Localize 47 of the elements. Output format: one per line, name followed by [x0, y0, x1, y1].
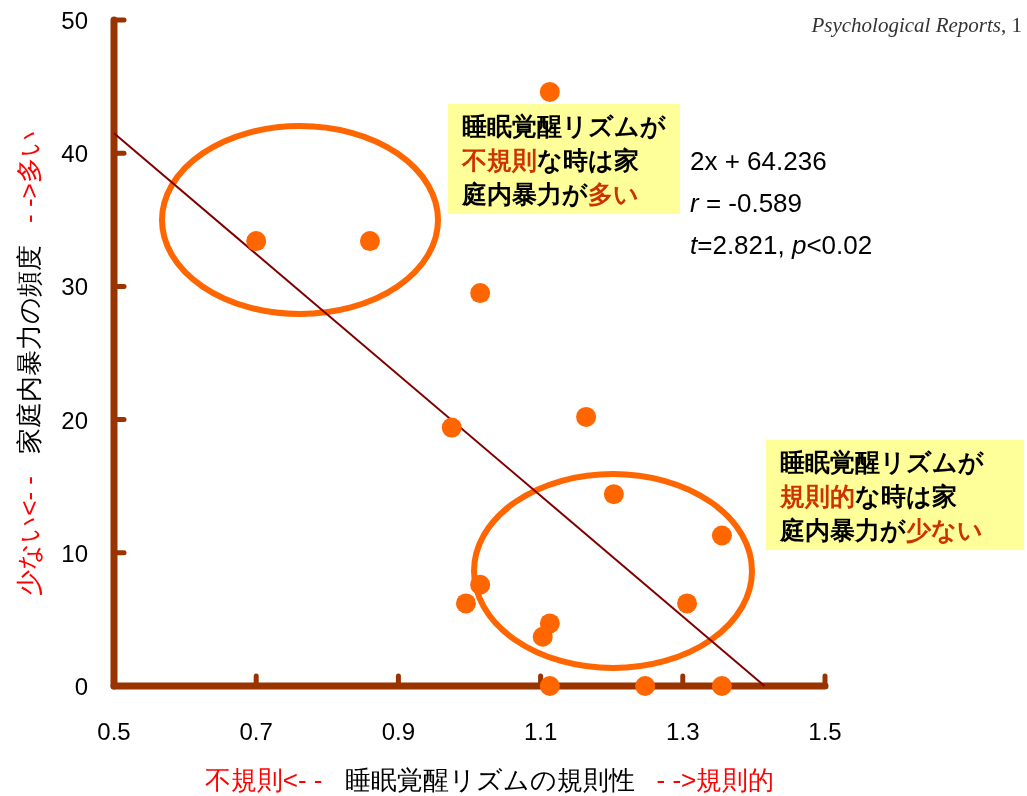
annotation: 多い	[588, 180, 639, 208]
x-tick-label: 1.3	[666, 718, 700, 745]
point	[677, 593, 698, 614]
point	[441, 417, 462, 438]
x-axis-title: 睡眠覚醒リズムの規則性	[344, 765, 635, 795]
y-tick-label: 0	[74, 673, 88, 700]
point	[455, 593, 476, 614]
y-tick-label: 10	[61, 539, 88, 567]
text: - ->多い	[14, 130, 44, 223]
point	[470, 283, 491, 304]
text: 少ない<- -	[14, 476, 44, 596]
annotation: 2x + 64.236	[690, 146, 827, 176]
annotation: 庭内暴力が	[779, 516, 906, 544]
annotation: 庭内暴力が	[461, 180, 588, 208]
y-tick-label: 50	[61, 7, 88, 34]
annotation: 規則的	[779, 482, 855, 510]
point	[470, 574, 491, 595]
point	[711, 676, 732, 696]
x-tick-label: 0.5	[97, 718, 131, 745]
text: 少ない	[906, 516, 983, 544]
point	[539, 81, 560, 102]
y-axis-title: 家庭内暴力の頻度	[14, 245, 44, 454]
y-tick-label: 30	[61, 273, 88, 301]
point	[539, 676, 560, 696]
x-tick-label: 0.7	[239, 718, 273, 745]
point	[532, 626, 553, 647]
annotation: な時は家	[537, 146, 639, 174]
annotation: Psychological Reports, 1	[810, 13, 1022, 37]
text: 不規則<- -	[204, 765, 323, 795]
point	[711, 525, 732, 546]
y-tick-label: 40	[61, 140, 88, 168]
text: - ->規則的	[656, 765, 775, 795]
point	[603, 484, 624, 505]
point	[359, 231, 380, 252]
point	[246, 231, 267, 252]
x-tick-label: 1.5	[808, 718, 842, 745]
y-tick-label: 20	[61, 406, 88, 434]
x-tick-label: 1.1	[523, 718, 558, 745]
annotation: 不規則	[461, 146, 537, 174]
annotation: 睡眠覚醒リズムが	[780, 448, 984, 476]
point	[635, 676, 656, 696]
point	[576, 406, 597, 427]
text: な時は家	[855, 482, 957, 510]
annotation: 睡眠覚醒リズムが	[462, 112, 666, 140]
annotation: t=2.821, p<0.02	[690, 230, 873, 260]
annotation: r = -0.589	[690, 188, 803, 218]
x-tick-label: 0.9	[381, 718, 416, 745]
